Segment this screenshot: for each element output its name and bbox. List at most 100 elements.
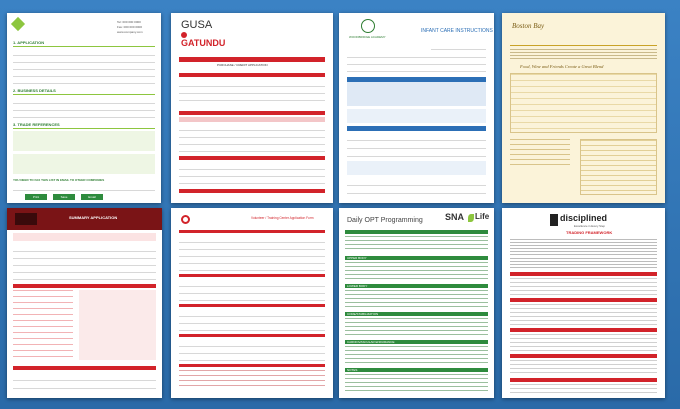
document-thumbnail-daily-opt[interactable]: Daily OPT Programming SNA Life UPPER BOD… [339,208,494,398]
signature-row[interactable] [13,374,156,381]
form-row[interactable] [179,80,325,87]
form-row[interactable] [179,287,325,294]
form-row[interactable] [179,340,325,347]
section-title: 2. BUSINESS DETAILS [13,88,56,93]
header-bar [179,57,325,62]
form-row[interactable] [13,63,155,70]
checklist-block[interactable] [510,304,657,326]
checklist-block[interactable] [510,384,657,394]
exercise-grid[interactable] [345,262,488,280]
form-row[interactable] [347,134,486,141]
document-title: Volunteer / Training Center Application … [251,216,314,220]
form-row[interactable] [347,187,486,194]
form-row[interactable] [13,49,155,56]
form-row[interactable] [179,177,325,184]
exercise-grid[interactable] [345,290,488,308]
checklist-block[interactable] [510,334,657,352]
table-row[interactable] [179,145,325,152]
brand-logo-icon [550,214,558,226]
document-title: SUMMARY APPLICATION [69,215,118,220]
form-row[interactable] [179,236,325,243]
table-row[interactable] [179,131,325,138]
section-bar [345,230,488,234]
intro-text [510,239,657,255]
table-row[interactable] [179,138,325,145]
section-bar [345,312,488,316]
form-row[interactable] [13,111,155,118]
document-title: Daily OPT Programming [347,217,423,224]
header-bar-label: PURCHASE / CREDIT APPLICATION [217,63,268,67]
signature-row[interactable] [13,382,156,389]
table-row[interactable] [179,124,325,131]
form-row[interactable] [347,150,486,157]
exercise-grid[interactable] [345,346,488,364]
form-row[interactable] [431,43,486,50]
form-row[interactable] [179,87,325,94]
notice-block [13,233,156,241]
brand-name: Boston Bay [512,22,545,30]
document-thumbnail-summary-application[interactable]: SUMMARY APPLICATION [7,208,162,398]
document-thumbnail-application[interactable]: Tel: 000 000 0000 Fax: 000 000 0000 www.… [7,13,161,203]
form-row[interactable] [179,354,325,361]
document-subtitle: TRADING FRAMEWORK [566,230,613,235]
checklist-block[interactable] [510,360,657,376]
contact-text: Tel: 000 000 0000 [117,20,141,24]
form-row[interactable] [179,347,325,354]
email-button[interactable]: Email [81,194,103,200]
section-bar [179,111,325,115]
form-row[interactable] [179,170,325,177]
checklist-block[interactable] [510,278,657,296]
form-row[interactable] [179,294,325,301]
save-button[interactable]: Save [53,194,75,200]
form-row[interactable] [13,273,156,280]
form-row[interactable] [179,250,325,257]
print-button[interactable]: Print [25,194,47,200]
form-row[interactable] [179,317,325,324]
form-row[interactable] [347,58,486,65]
form-row[interactable] [13,97,155,104]
form-row[interactable] [347,65,486,72]
document-thumbnail-infant-care[interactable]: WOODBRIDGE ACADEMY INFANT CARE INSTRUCTI… [339,13,494,203]
document-title: INFANT CARE INSTRUCTIONS [421,28,493,34]
form-row[interactable] [179,280,325,287]
document-thumbnail-volunteer-form[interactable]: Volunteer / Training Center Application … [171,208,333,398]
form-row[interactable] [179,243,325,250]
form-row[interactable] [347,51,486,58]
form-row[interactable] [13,70,155,77]
header-rule [510,45,657,46]
section-label-upper-body: UPPER BODY [347,255,367,260]
section-label-lower-body: LOWER BODY [347,283,368,288]
document-thumbnail-disciplined[interactable]: disciplined Excellence in Every Step TRA… [502,208,665,398]
form-row[interactable] [13,77,155,84]
section-bar [179,304,325,307]
feeding-table [347,82,486,106]
section-bar [510,272,657,276]
form-row[interactable] [347,179,486,186]
form-row[interactable] [179,264,325,271]
logo-text-gatundu: GATUNDU [181,38,226,48]
form-row[interactable] [13,252,156,259]
form-row[interactable] [179,163,325,170]
notes-grid[interactable] [345,374,488,392]
section-title: 3. TRADE REFERENCES [13,122,60,127]
form-row[interactable] [13,56,155,63]
form-row[interactable] [13,266,156,273]
exercise-grid[interactable] [345,236,488,252]
document-thumbnail-boston-bay[interactable]: Boston Bay Food, Wine and Friends Create… [502,13,665,203]
header-band [7,208,162,230]
form-row[interactable] [179,257,325,264]
form-row[interactable] [179,310,325,317]
form-row[interactable] [13,245,156,252]
form-row[interactable] [13,104,155,111]
order-section [510,139,570,167]
document-thumbnail-gusa[interactable]: GUSA GATUNDU PURCHASE / CREDIT APPLICATI… [171,13,333,203]
form-row[interactable] [13,184,155,191]
company-logo-icon [15,213,37,225]
form-row[interactable] [347,142,486,149]
form-row[interactable] [179,94,325,101]
section-bar [345,256,488,260]
pricing-table [580,139,657,195]
form-row[interactable] [13,259,156,266]
exercise-grid[interactable] [345,318,488,336]
form-row[interactable] [179,324,325,331]
